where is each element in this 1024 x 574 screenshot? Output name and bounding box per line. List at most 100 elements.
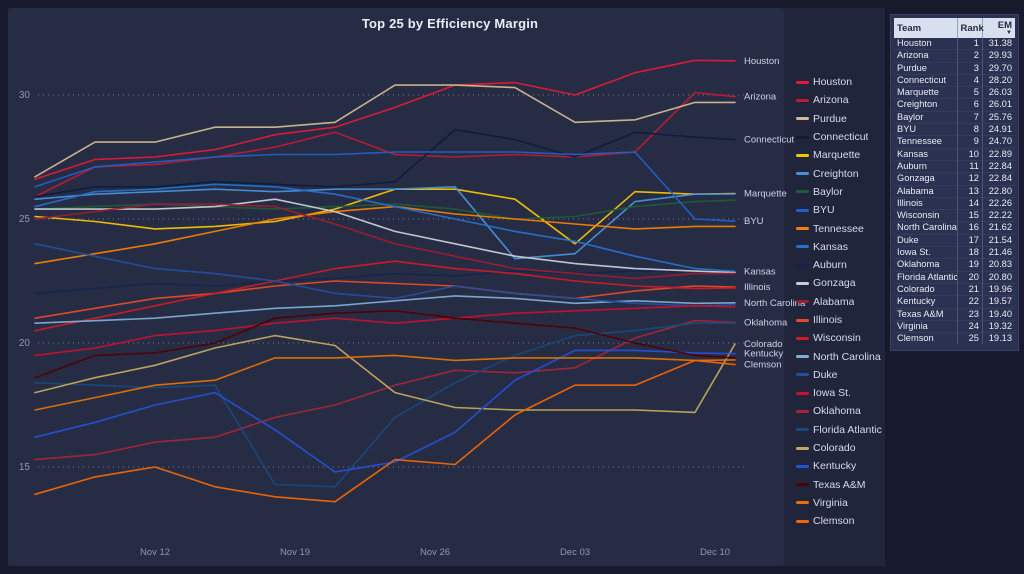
series-line-iowa-st[interactable]: [34, 304, 736, 357]
table-row-kansas[interactable]: Kansas 10 22.89: [894, 148, 1015, 161]
series-line-kentucky[interactable]: [34, 349, 736, 473]
series-line-houston[interactable]: [34, 59, 736, 181]
series-line-connecticut[interactable]: [34, 128, 736, 198]
legend-item-kansas[interactable]: Kansas: [796, 238, 884, 256]
series-line-alabama[interactable]: [34, 203, 736, 280]
series-line-florida-atlantic[interactable]: [34, 322, 736, 488]
legend-item-florida-atlantic[interactable]: Florida Atlantic: [796, 421, 884, 439]
table-row-oklahoma[interactable]: Oklahoma 19 20.83: [894, 258, 1015, 272]
table-row-illinois[interactable]: Illinois 14 22.26: [894, 197, 1015, 210]
rankings-table-panel: Team Rank EM ▼ Houston 1 31.38 Arizona 2 29.93 Pu…: [890, 14, 1019, 352]
team-cell: Creighton: [894, 98, 958, 112]
series-line-duke[interactable]: [34, 243, 736, 307]
team-cell: Clemson: [894, 332, 958, 345]
legend-item-illinois[interactable]: Illinois: [796, 311, 884, 329]
legend-item-kentucky[interactable]: Kentucky: [796, 457, 884, 475]
series-line-oklahoma[interactable]: [34, 319, 736, 461]
legend-item-baylor[interactable]: Baylor: [796, 183, 884, 201]
table-row-colorado[interactable]: Colorado 21 19.96: [894, 283, 1015, 296]
table-body: Houston 1 31.38 Arizona 2 29.93 Purdue 3 29.70 Co…: [894, 37, 1015, 345]
column-header-em[interactable]: EM ▼: [982, 18, 1015, 38]
table-row-wisconsin[interactable]: Wisconsin 15 22.22: [894, 209, 1015, 222]
series-line-marquette[interactable]: [34, 188, 736, 245]
table-row-duke[interactable]: Duke 17 21.54: [894, 234, 1015, 247]
table-row-tennessee[interactable]: Tennessee 9 24.70: [894, 135, 1015, 149]
series-line-auburn[interactable]: [34, 270, 736, 295]
rank-cell: 2: [957, 49, 983, 63]
series-line-north-carolina[interactable]: [34, 295, 736, 325]
em-cell: 19.13: [988, 333, 1012, 344]
series-line-creighton[interactable]: [34, 186, 736, 260]
legend-item-colorado[interactable]: Colorado: [796, 439, 884, 457]
legend-item-clemson[interactable]: Clemson: [796, 512, 884, 530]
legend-item-virginia[interactable]: Virginia: [796, 494, 884, 512]
legend-swatch-icon: [796, 190, 809, 194]
series-line-virginia[interactable]: [34, 354, 736, 411]
legend-swatch-icon: [796, 263, 809, 267]
series-line-gonzaga[interactable]: [34, 198, 736, 274]
legend-item-duke[interactable]: Duke: [796, 366, 884, 384]
table-row-byu[interactable]: BYU 8 24.91: [894, 123, 1015, 136]
rank-cell: 17: [957, 234, 983, 247]
legend-item-auburn[interactable]: Auburn: [796, 256, 884, 274]
table-row-clemson[interactable]: Clemson 25 19.13: [894, 332, 1015, 345]
legend-item-marquette[interactable]: Marquette: [796, 146, 884, 164]
legend-item-iowa-st[interactable]: Iowa St.: [796, 384, 884, 402]
legend-item-texas-a-m[interactable]: Texas A&M: [796, 476, 884, 494]
series-line-kansas[interactable]: [34, 183, 736, 273]
series-line-wisconsin[interactable]: [34, 260, 736, 332]
table-row-alabama[interactable]: Alabama 13 22.80: [894, 185, 1015, 198]
legend-label: Creighton: [813, 167, 859, 180]
series-line-clemson[interactable]: [34, 359, 736, 503]
column-header-rank[interactable]: Rank: [957, 18, 984, 38]
table-row-gonzaga[interactable]: Gonzaga 12 22.84: [894, 172, 1015, 186]
team-cell: Gonzaga: [894, 172, 958, 186]
team-cell: Colorado: [894, 283, 958, 296]
series-line-purdue[interactable]: [34, 84, 736, 178]
table-row-connecticut[interactable]: Connecticut 4 28.20: [894, 74, 1015, 87]
table-row-texas-a-m[interactable]: Texas A&M 23 19.40: [894, 308, 1015, 321]
legend-item-tennessee[interactable]: Tennessee: [796, 219, 884, 237]
legend-swatch-icon: [796, 464, 809, 468]
y-axis-tick: 15: [19, 462, 31, 473]
legend-item-oklahoma[interactable]: Oklahoma: [796, 402, 884, 420]
legend-item-creighton[interactable]: Creighton: [796, 164, 884, 182]
table-row-florida-atlantic[interactable]: Florida Atlantic 20 20.80: [894, 271, 1015, 284]
table-row-marquette[interactable]: Marquette 5 26.03: [894, 86, 1015, 99]
legend-item-arizona[interactable]: Arizona: [796, 91, 884, 109]
legend-item-connecticut[interactable]: Connecticut: [796, 128, 884, 146]
series-line-texas-a-m[interactable]: [34, 309, 736, 379]
legend-item-byu[interactable]: BYU: [796, 201, 884, 219]
table-row-kentucky[interactable]: Kentucky 22 19.57: [894, 295, 1015, 309]
table-row-virginia[interactable]: Virginia 24 19.32: [894, 320, 1015, 333]
series-line-illinois[interactable]: [34, 280, 736, 320]
team-cell: Auburn: [894, 160, 958, 173]
team-cell: Iowa St.: [894, 246, 958, 259]
legend-swatch-icon: [796, 483, 809, 487]
series-line-arizona[interactable]: [34, 91, 736, 198]
em-cell: 19.96: [988, 283, 1012, 294]
legend-swatch-icon: [796, 318, 809, 322]
legend-item-north-carolina[interactable]: North Carolina: [796, 347, 884, 365]
table-row-arizona[interactable]: Arizona 2 29.93: [894, 49, 1015, 63]
legend-item-purdue[interactable]: Purdue: [796, 110, 884, 128]
table-row-houston[interactable]: Houston 1 31.38: [894, 37, 1015, 50]
table-row-iowa-st[interactable]: Iowa St. 18 21.46: [894, 246, 1015, 259]
table-row-auburn[interactable]: Auburn 11 22.84: [894, 160, 1015, 173]
table-row-baylor[interactable]: Baylor 7 25.76: [894, 111, 1015, 124]
series-end-label-connecticut: Connecticut: [744, 135, 795, 146]
legend-item-gonzaga[interactable]: Gonzaga: [796, 274, 884, 292]
table-row-north-carolina[interactable]: North Carolina 16 21.62: [894, 221, 1015, 235]
table-row-purdue[interactable]: Purdue 3 29.70: [894, 62, 1015, 75]
rank-cell: 1: [957, 37, 983, 50]
team-cell: Oklahoma: [894, 258, 958, 272]
legend-item-wisconsin[interactable]: Wisconsin: [796, 329, 884, 347]
table-row-creighton[interactable]: Creighton 6 26.01: [894, 98, 1015, 112]
series-line-colorado[interactable]: [34, 334, 736, 414]
legend-item-alabama[interactable]: Alabama: [796, 293, 884, 311]
series-end-label-oklahoma: Oklahoma: [744, 317, 788, 328]
series-line-byu[interactable]: [34, 151, 736, 222]
legend-item-houston[interactable]: Houston: [796, 73, 884, 91]
column-header-team[interactable]: Team: [894, 18, 958, 38]
